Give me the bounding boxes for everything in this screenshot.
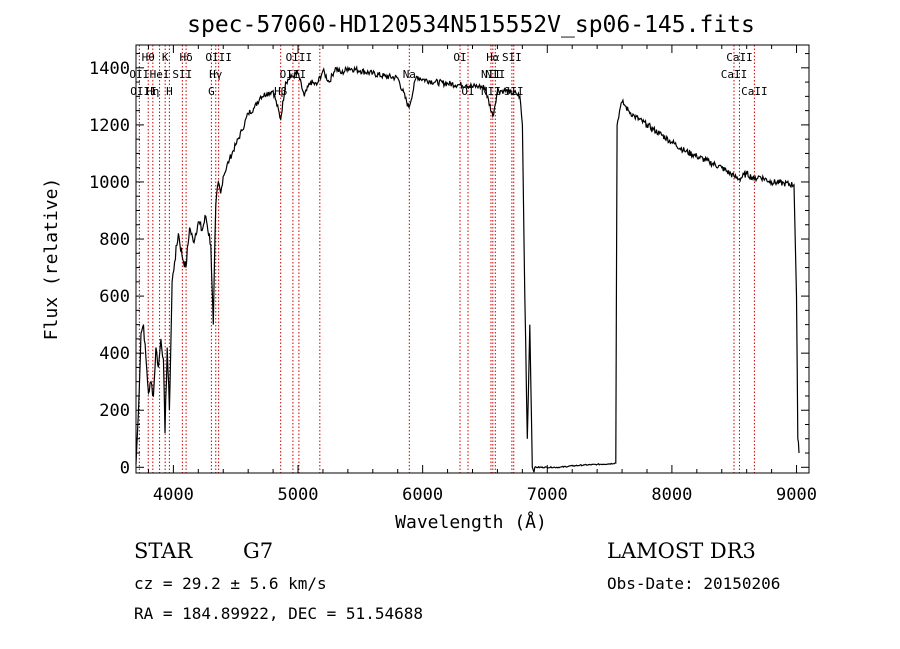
line-label: SII — [172, 68, 192, 81]
line-label: G — [208, 85, 215, 98]
y-tick-label: 200 — [99, 401, 130, 421]
line-label: OI — [453, 51, 466, 64]
line-label: OIII — [280, 68, 307, 81]
chart-title: spec-57060-HD120534N515552V_sp06-145.fit… — [187, 12, 755, 38]
line-label: NII — [485, 68, 505, 81]
line-label: Hα — [486, 51, 500, 64]
x-axis-label: Wavelength (Å) — [395, 511, 547, 533]
y-tick-label: 1200 — [89, 116, 130, 136]
spectrum-series-line — [135, 64, 800, 473]
x-tick-label: 8000 — [651, 485, 692, 505]
x-tick-label: 6000 — [402, 485, 443, 505]
x-tick-label: 7000 — [527, 485, 568, 505]
y-tick-label: 1400 — [89, 59, 130, 79]
survey-name: LAMOST DR3 — [607, 539, 756, 563]
y-tick-label: 600 — [99, 287, 130, 307]
y-tick-label: 800 — [99, 230, 130, 250]
y-tick-label: 400 — [99, 344, 130, 364]
line-label: K — [162, 51, 169, 64]
emission-line-markers — [138, 45, 755, 473]
y-tick-label: 1000 — [89, 173, 130, 193]
y-tick-label: 0 — [120, 458, 130, 478]
x-tick-label: 5000 — [278, 485, 319, 505]
line-label: OII — [129, 68, 149, 81]
coordinates: RA = 184.89922, DEC = 51.54688 — [134, 604, 423, 623]
line-label: HeI — [150, 68, 170, 81]
line-label: NII — [481, 85, 501, 98]
line-label: CaII — [726, 51, 753, 64]
y-axis: 0 200 400 600 800 1000 1200 1400 — [89, 53, 809, 478]
line-label: Hγ — [209, 68, 223, 81]
spectral-subclass: G7 — [243, 539, 274, 563]
line-label: OI — [461, 85, 474, 98]
x-tick-label: 9000 — [776, 485, 817, 505]
line-label: CaII — [721, 68, 748, 81]
line-label: Na — [403, 68, 416, 81]
x-axis: 4000 5000 6000 7000 8000 9000 — [147, 45, 817, 505]
line-label: OIII — [130, 85, 157, 98]
line-label: Hθ — [142, 51, 155, 64]
observation-date: Obs-Date: 20150206 — [607, 574, 781, 593]
line-label: SII — [502, 51, 522, 64]
line-label: Hδ — [179, 51, 192, 64]
line-label: CaII — [741, 85, 768, 98]
redshift-cz: cz = 29.2 ± 5.6 km/s — [134, 574, 327, 593]
y-axis-label: Flux (relative) — [41, 178, 62, 341]
line-label: OIII — [205, 51, 232, 64]
object-type: STAR — [134, 539, 193, 563]
line-label: OIII — [286, 51, 313, 64]
x-tick-label: 4000 — [153, 485, 194, 505]
line-label: Hη — [146, 85, 159, 98]
line-label: NII — [481, 68, 501, 81]
plot-frame — [135, 44, 810, 474]
line-label: H — [166, 85, 173, 98]
